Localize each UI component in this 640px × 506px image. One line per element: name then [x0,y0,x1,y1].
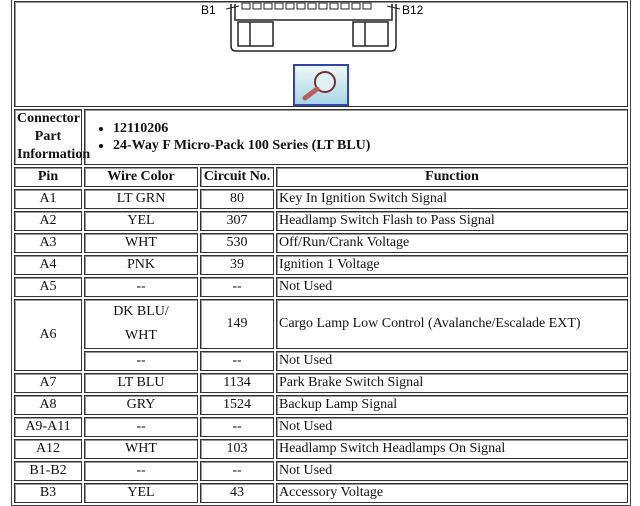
header-function: Function [276,167,628,187]
circuit-cell: 1134 [200,373,274,393]
part-number: 12110206 [113,120,625,137]
connector-part-info: 1211020624-Way F Micro-Pack 100 Series (… [84,109,628,165]
table-row: A5 -- -- Not Used [14,277,628,297]
pin-label-b1: B1 [201,3,216,17]
connector-diagram: B1 B12 [14,1,628,107]
pin-cell: B1-B2 [14,461,82,481]
function-cell: Headlamp Switch Flash to Pass Signal [276,211,628,231]
connector-part-label: Connector Part Information [14,109,90,165]
wire-color-cell: YEL [84,483,198,503]
pinout-table: B1 B12 Connector Part Information 121102… [11,0,631,506]
table-row: A3 WHT 530 Off/Run/Crank Voltage [14,233,628,253]
circuit-cell: -- [200,351,274,371]
pin-cell: A1 [14,189,82,209]
connector-drawing: B1 B12 [201,2,424,52]
circuit-cell: -- [200,277,274,297]
wire-color-cell: GRY [84,395,198,415]
function-cell: Park Brake Switch Signal [276,373,628,393]
wire-color-cell: YEL [84,211,198,231]
pin-cell: A4 [14,255,82,275]
wire-color-cell: -- [84,277,198,297]
wire-color-line2: WHT [125,328,157,343]
function-cell: Backup Lamp Signal [276,395,628,415]
table-row: B1-B2 -- -- Not Used [14,461,628,481]
pin-cell: A8 [14,395,82,415]
circuit-cell: 1524 [200,395,274,415]
table-row: A6 DK BLU/WHT 149 Cargo Lamp Low Control (A… [14,299,628,371]
table-row: A9-A11 -- -- Not Used [14,417,628,437]
wire-color-line1: DK BLU/ [113,304,169,319]
function-cell: Ignition 1 Voltage [276,255,628,275]
function-cell: Off/Run/Crank Voltage [276,233,628,253]
pin-cell: B3 [14,483,82,503]
magnifier-icon [302,71,336,101]
pin-label-b12: B12 [402,3,424,17]
wire-color-cell: PNK [84,255,198,275]
pin-cell: A5 [14,277,82,297]
table-row: A2 YEL 307 Headlamp Switch Flash to Pass Si… [14,211,628,231]
table-row: A8 GRY 1524 Backup Lamp Signal [14,395,628,415]
pin-cell: A6 [14,299,82,371]
part-description: 24-Way F Micro-Pack 100 Series (LT BLU) [113,137,625,154]
zoom-button[interactable] [293,64,349,106]
circuit-cell: -- [200,417,274,437]
pin-cell: A3 [14,233,82,253]
header-wire-color: Wire Color [84,167,198,187]
function-cell: Headlamp Switch Headlamps On Signal [276,439,628,459]
pin-cell: A12 [14,439,82,459]
function-cell: Key In Ignition Switch Signal [276,189,628,209]
circuit-cell: 39 [200,255,274,275]
circuit-cell: 530 [200,233,274,253]
wire-color-cell: -- [84,417,198,437]
table-row: A4 PNK 39 Ignition 1 Voltage [14,255,628,275]
table-row: A1 LT GRN 80 Key In Ignition Switch Signal [14,189,628,209]
table-row: B3 YEL 43 Accessory Voltage [14,483,628,503]
header-circuit: Circuit No. [200,167,274,187]
wire-color-cell: -- [84,351,198,371]
circuit-cell: 80 [200,189,274,209]
function-cell: Not Used [276,351,628,371]
pin-cell: A2 [14,211,82,231]
pin-cell: A7 [14,373,82,393]
function-cell: Cargo Lamp Low Control (Avalanche/Escala… [276,299,628,349]
circuit-cell: 43 [200,483,274,503]
header-pin: Pin [14,167,82,187]
wire-color-cell: LT GRN [84,189,198,209]
circuit-cell: 149 [200,299,274,349]
table-row: -- -- Not Used [14,351,628,371]
circuit-cell: 103 [200,439,274,459]
function-cell: Not Used [276,277,628,297]
pin-cell: A9-A11 [14,417,82,437]
function-cell: Not Used [276,417,628,437]
wire-color-cell: DK BLU/WHT [84,299,198,349]
function-cell: Accessory Voltage [276,483,628,503]
wire-color-cell: LT BLU [84,373,198,393]
wire-color-cell: WHT [84,233,198,253]
circuit-cell: -- [200,461,274,481]
connector-page: B1 B12 Connector Part Information 121102… [11,0,631,506]
wire-color-cell: -- [84,461,198,481]
table-row: A7 LT BLU 1134 Park Brake Switch Signal [14,373,628,393]
table-row: A12 WHT 103 Headlamp Switch Headlamps On Si… [14,439,628,459]
circuit-cell: 307 [200,211,274,231]
function-cell: Not Used [276,461,628,481]
wire-color-cell: WHT [84,439,198,459]
